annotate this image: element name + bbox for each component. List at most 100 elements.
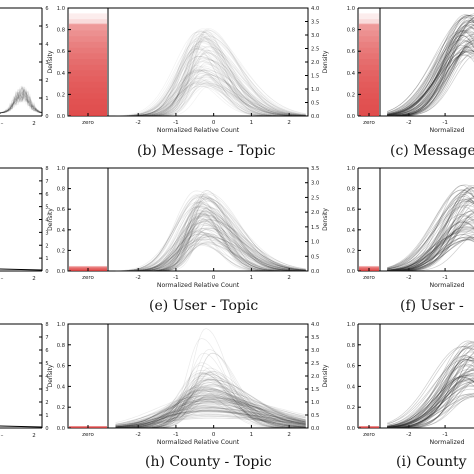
series-line xyxy=(115,209,306,272)
series-line xyxy=(387,37,474,117)
ytick-label: 1 xyxy=(45,256,48,262)
series-line xyxy=(115,40,306,117)
series-line xyxy=(115,211,306,272)
series-line xyxy=(387,198,474,272)
series-line xyxy=(0,88,43,114)
series-line xyxy=(0,86,43,114)
panel-g-partial: 0 1 2 3 4 5 6 7 8 Density 2 – xyxy=(0,322,54,439)
series-line xyxy=(387,13,474,116)
series-line xyxy=(387,24,474,116)
series-line xyxy=(115,30,306,117)
ytick-left-label: 0.8 xyxy=(57,187,65,193)
series-line xyxy=(115,396,306,428)
zero-bar xyxy=(359,36,379,117)
series-line xyxy=(115,379,306,429)
series-line xyxy=(115,362,306,429)
series-line xyxy=(115,228,306,272)
series-line xyxy=(115,47,306,117)
series-line xyxy=(115,76,306,117)
series-line xyxy=(387,213,474,272)
series-line xyxy=(115,36,306,117)
zero-bar xyxy=(69,41,107,116)
series-line xyxy=(387,40,474,117)
series-line xyxy=(387,396,474,429)
series-line xyxy=(115,398,306,429)
series-line xyxy=(115,405,306,427)
ytick-left-label: 1.0 xyxy=(57,166,65,172)
zero-bar xyxy=(69,427,107,429)
ytick-right-label: 3.5 xyxy=(311,166,319,172)
series-line xyxy=(387,218,474,272)
series-line xyxy=(387,215,474,272)
series-line xyxy=(387,365,474,428)
series-line xyxy=(115,35,306,117)
series-line xyxy=(387,370,474,428)
series-line xyxy=(387,238,474,271)
series-line xyxy=(115,239,306,272)
ytick-right-label: 0.0 xyxy=(311,114,319,120)
zero-bar xyxy=(359,19,379,117)
ytick-right-label: 1.5 xyxy=(311,74,319,80)
series-line xyxy=(115,69,306,117)
xtick-label: -1 xyxy=(173,432,178,438)
series-line xyxy=(0,88,43,114)
ytick-left-label: 0.2 xyxy=(57,405,65,411)
ytick-left-label: 0.8 xyxy=(57,28,65,34)
series-line xyxy=(387,373,474,429)
series-line xyxy=(387,221,474,272)
xtick-label: 0 xyxy=(212,275,216,281)
series-line xyxy=(115,384,306,429)
ytick-label: 6 xyxy=(45,192,48,198)
series-line xyxy=(387,220,474,271)
series-line xyxy=(0,92,43,114)
series-line xyxy=(387,356,474,429)
series-line xyxy=(387,25,474,117)
series-line xyxy=(387,359,474,428)
series-line xyxy=(115,408,306,428)
series-line xyxy=(115,73,306,117)
series-line xyxy=(115,352,306,429)
series-line xyxy=(387,208,474,272)
ytick-left-label: 0.4 xyxy=(57,71,66,77)
panel-d-partial: 0 1 2 3 4 5 6 7 8 Density 2 – xyxy=(0,166,54,282)
series-line xyxy=(387,228,474,272)
series-line xyxy=(115,40,306,117)
series-line xyxy=(115,214,306,272)
series-line xyxy=(387,354,474,429)
series-line xyxy=(115,372,306,429)
series-line xyxy=(115,416,306,427)
series-line xyxy=(387,43,474,117)
series-line xyxy=(115,398,306,429)
series-line xyxy=(115,73,306,117)
series-line xyxy=(115,197,306,272)
ytick-label: 6 xyxy=(45,348,48,354)
ytick-left-label: 0.6 xyxy=(57,49,65,55)
series-line xyxy=(387,385,474,428)
series-line xyxy=(115,389,306,428)
series-line xyxy=(115,413,306,428)
zero-bar xyxy=(69,59,107,116)
series-line xyxy=(115,70,306,117)
series-line xyxy=(387,32,474,117)
series-line xyxy=(115,376,306,429)
zero-bar xyxy=(69,87,107,116)
series-line xyxy=(115,396,306,424)
ytick-right-label: 3.0 xyxy=(311,348,319,354)
series-line xyxy=(115,190,306,272)
series-line xyxy=(387,380,474,429)
series-line xyxy=(387,19,474,116)
series-line xyxy=(0,88,43,114)
ytick-left-label: 0.0 xyxy=(57,426,65,432)
series-line xyxy=(0,90,43,114)
xlabel: Normalized xyxy=(429,282,464,289)
series-line xyxy=(115,212,306,272)
series-line xyxy=(387,367,474,429)
xtick-label: 2 xyxy=(32,121,36,127)
series-line xyxy=(115,34,306,117)
series-line xyxy=(115,227,306,272)
xtick-label: -2 xyxy=(135,120,140,126)
ytick-label: 3 xyxy=(45,387,48,393)
series-line xyxy=(115,401,306,428)
series-line xyxy=(115,78,306,117)
series-line xyxy=(387,231,474,270)
